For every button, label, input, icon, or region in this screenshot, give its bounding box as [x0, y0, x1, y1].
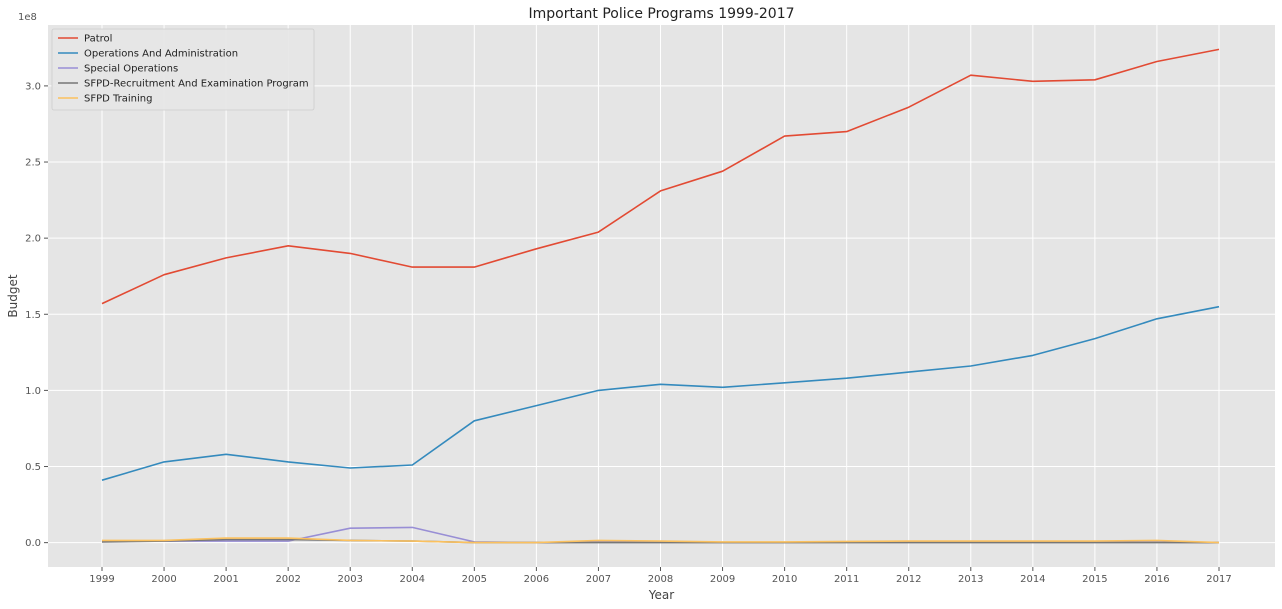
x-tick-label: 2012 [896, 574, 921, 585]
y-tick-label: 2.0 [25, 234, 41, 245]
y-axis-label: Budget [6, 274, 20, 317]
x-tick-label: 1999 [89, 574, 114, 585]
x-tick-label: 2011 [834, 574, 859, 585]
series-line-3 [101, 538, 1219, 544]
y-tick-label: 0.5 [25, 462, 41, 473]
x-tick-label: 2001 [213, 574, 238, 585]
axis-layer: 1999 2000 2001 2002 2003 2004 2005 2006 2007 2008… [25, 81, 1232, 585]
x-axis-label: Year [648, 588, 674, 602]
x-tick-label: 2016 [1144, 574, 1169, 585]
y-tick-label: 0.0 [25, 538, 41, 549]
y-tick-label: 1.0 [25, 386, 41, 397]
plot-area [48, 25, 1275, 567]
x-tick-label: 2008 [648, 574, 673, 585]
x-tick-label: 2013 [958, 574, 983, 585]
x-tick-label: 2004 [400, 574, 425, 585]
x-tick-label: 2015 [1082, 574, 1107, 585]
y-tick-label: 2.5 [25, 158, 41, 169]
series-line-4 [102, 537, 1220, 544]
x-tick-label: 2014 [1020, 574, 1045, 585]
y-axis-offset-label: 1e8 [18, 12, 37, 23]
x-tick-label: 2005 [462, 574, 487, 585]
x-tick-label: 2002 [275, 574, 300, 585]
x-tick-label: 2003 [337, 574, 362, 585]
legend-frame [51, 28, 315, 111]
legend-entry-3: SFPD-Recruitment And Examination Program [84, 79, 309, 90]
legend-entry-2: Special Operations [84, 64, 178, 75]
chart-title: Important Police Programs 1999-2017 [528, 6, 794, 22]
x-tick-label: 2000 [151, 574, 176, 585]
x-tick-label: 2010 [772, 574, 797, 585]
y-tick-label: 1.5 [25, 310, 41, 321]
series-layer [101, 48, 1220, 544]
x-tick-label: 2009 [710, 574, 735, 585]
x-tick-label: 2006 [524, 574, 549, 585]
legend-entry-4: SFPD Training [84, 94, 152, 105]
legend-entry-0: Patrol [84, 34, 112, 45]
x-tick-label: 2017 [1206, 574, 1231, 585]
legend-entry-1: Operations And Administration [84, 49, 238, 60]
x-tick-label: 2007 [586, 574, 611, 585]
legend: Patrol Operations And Administration Speci… [51, 28, 315, 111]
series-line-1 [101, 305, 1220, 481]
y-tick-label: 3.0 [25, 81, 41, 92]
series-line-0 [101, 48, 1220, 305]
